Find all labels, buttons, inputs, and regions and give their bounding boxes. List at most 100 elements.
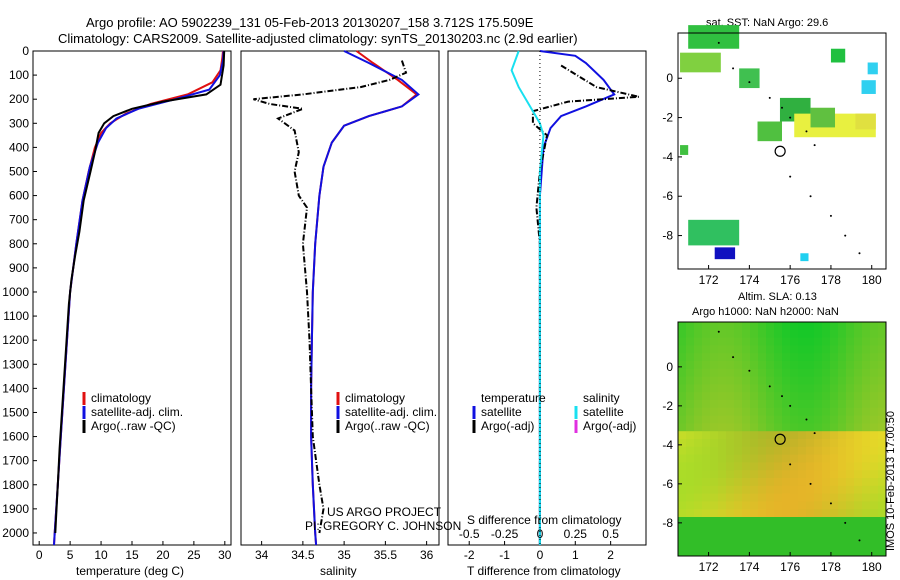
heat-cell: [750, 322, 759, 331]
heat-cell: [678, 407, 687, 417]
heat-cell: [846, 493, 855, 502]
heat-cell: [702, 431, 711, 440]
y-tick-label: 1500: [2, 405, 29, 419]
heat-cell: [782, 407, 791, 417]
heat-cell: [790, 361, 799, 370]
heat-cell: [758, 462, 767, 471]
heat-cell: [806, 400, 815, 409]
x-tick-label: 10: [94, 548, 108, 562]
series-line: [510, 50, 545, 545]
heat-cell: [870, 407, 879, 417]
heat-cell: [878, 462, 887, 471]
heat-cell: [822, 501, 831, 510]
salinity-xlabel: salinity: [320, 564, 357, 578]
heat-cell: [830, 423, 839, 432]
heat-cell: [790, 439, 799, 448]
heat-cell: [718, 384, 727, 393]
heat-cell: [718, 337, 727, 346]
heat-cell: [718, 532, 727, 541]
heat-cell: [758, 353, 767, 362]
heat-cell: [862, 446, 871, 456]
x-tick-label: 20: [156, 548, 170, 562]
heat-cell: [766, 548, 775, 557]
heat-cell: [750, 532, 759, 541]
heat-cell: [854, 322, 863, 331]
heat-cell: [854, 470, 863, 479]
heat-cell: [758, 361, 767, 370]
heat-cell: [830, 361, 839, 370]
heat-cell: [878, 345, 887, 354]
heat-cell: [862, 322, 871, 331]
heat-cell: [822, 322, 831, 331]
heat-cell: [694, 407, 703, 417]
sla-map: 172 174 176 178 180 0 -2 -4 -6 -8: [662, 321, 887, 574]
heat-cell: [702, 478, 711, 487]
coast-dot: [768, 96, 771, 99]
heat-cell: [854, 524, 863, 534]
heat-cell: [806, 423, 815, 432]
heat-cell: [790, 345, 799, 354]
heat-cell: [742, 415, 751, 424]
coast-dot: [829, 502, 832, 505]
heat-cell: [774, 462, 783, 471]
x-tick-label: 172: [699, 273, 719, 287]
heat-cell: [782, 353, 791, 362]
heat-cell: [702, 322, 711, 331]
heat-cell: [710, 493, 719, 502]
heat-cell: [766, 509, 775, 518]
heat-cell: [710, 524, 719, 534]
heat-cell: [838, 524, 847, 534]
y-tick-label: 200: [9, 92, 29, 106]
heat-cell: [846, 400, 855, 409]
heat-cell: [710, 353, 719, 362]
heat-cell: [678, 361, 687, 370]
heat-cell: [686, 462, 695, 471]
heat-cell: [870, 415, 879, 424]
heat-cell: [758, 400, 767, 409]
heat-cell: [758, 329, 767, 339]
sla-map-subtitle: Argo h1000: NaN h2000: NaN: [692, 306, 839, 318]
heat-cell: [790, 376, 799, 385]
heat-cell: [846, 454, 855, 463]
heat-cell: [774, 400, 783, 409]
heat-cell: [734, 485, 743, 495]
heat-cell: [846, 384, 855, 393]
heat-cell: [790, 462, 799, 471]
salinity-panel-frame: [240, 50, 440, 546]
heat-cell: [814, 384, 823, 393]
heat-cell: [774, 493, 783, 502]
map-frame: [677, 32, 887, 270]
y-tick-label: 300: [9, 116, 29, 130]
heat-cell: [694, 446, 703, 456]
heat-cell: [694, 509, 703, 518]
heat-cell: [718, 431, 727, 440]
heat-cell: [814, 462, 823, 471]
heat-cell: [758, 524, 767, 534]
heat-cell: [862, 517, 871, 526]
sst-cell: [810, 107, 836, 128]
legend-label-s-satellite: satellite: [583, 405, 624, 419]
heat-cell: [846, 392, 855, 401]
heat-cell: [814, 439, 823, 448]
heat-cell: [790, 548, 799, 557]
heat-cell: [822, 462, 831, 471]
heat-cell: [838, 345, 847, 354]
heat-cell: [702, 532, 711, 541]
heat-cell: [830, 407, 839, 417]
heat-cell: [702, 423, 711, 432]
heat-cell: [846, 376, 855, 385]
series-line: [531, 64, 640, 545]
heat-cell: [830, 485, 839, 495]
heat-cell: [798, 407, 807, 417]
heat-cell: [726, 493, 735, 502]
coast-dot: [844, 234, 847, 237]
heat-cell: [750, 368, 759, 378]
heat-cell: [678, 431, 687, 440]
heat-cell: [734, 361, 743, 370]
heat-cell: [742, 322, 751, 331]
heat-cell: [726, 439, 735, 448]
heat-cell: [798, 322, 807, 331]
x-tick-label: 25: [187, 548, 201, 562]
salinity-legend: climatology satellite-adj. clim. Argo(..…: [336, 391, 437, 433]
heat-cell: [862, 376, 871, 385]
